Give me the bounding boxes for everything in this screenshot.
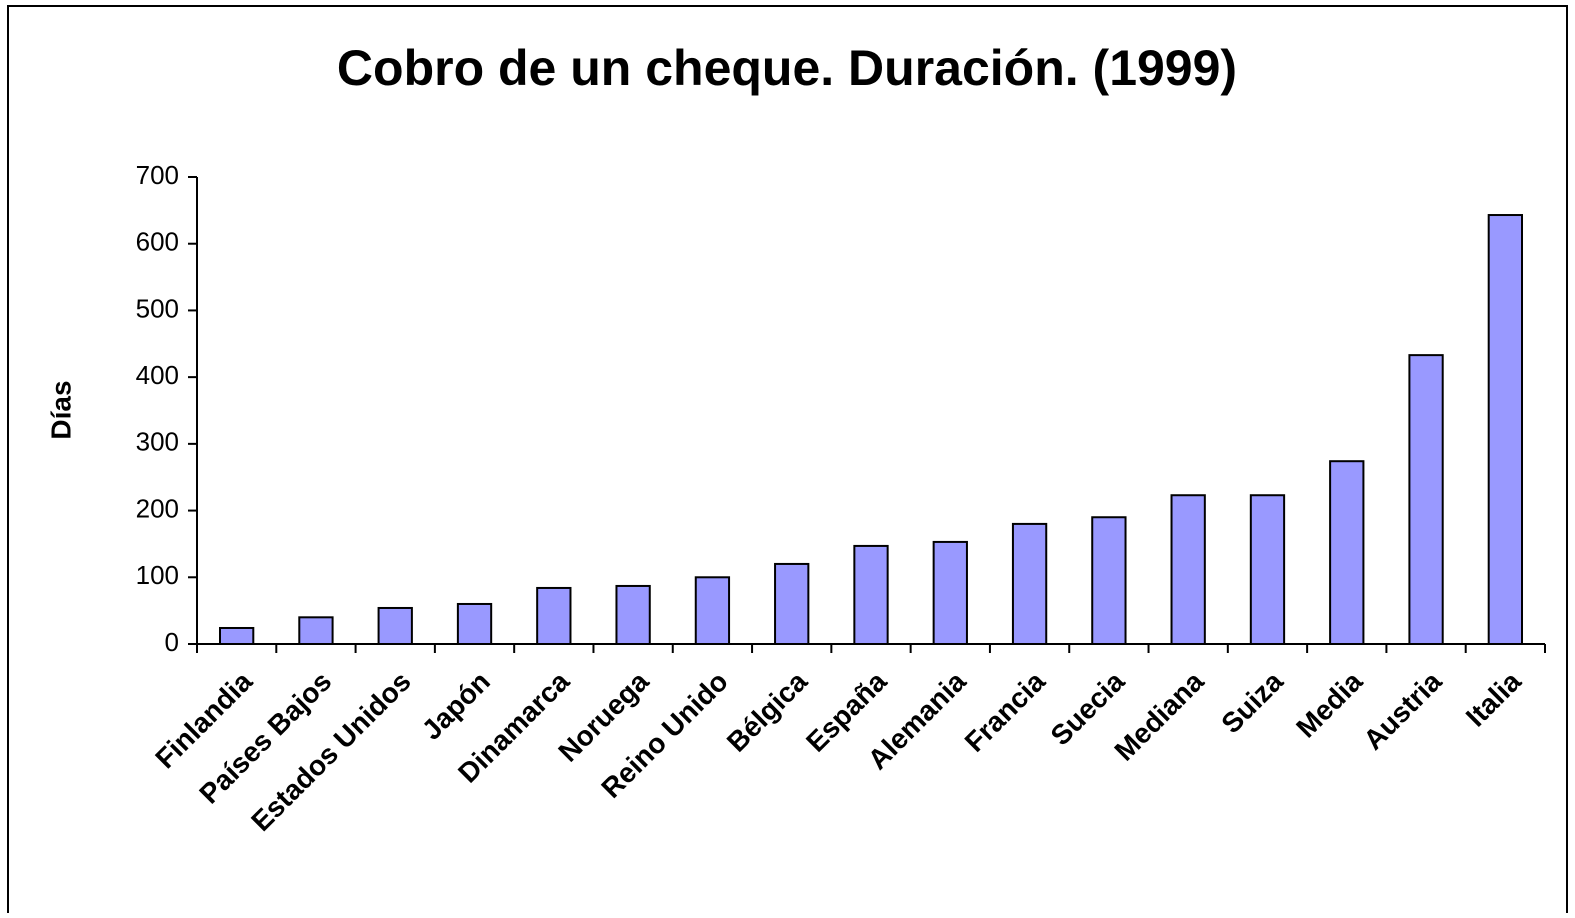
chart-title: Cobro de un cheque. Duración. (1999) — [337, 40, 1237, 96]
bar — [456, 602, 493, 646]
bar — [218, 626, 255, 646]
y-tick-label: 600 — [136, 227, 179, 257]
bar — [853, 544, 889, 645]
bar — [1487, 214, 1524, 646]
y-tick-label: 100 — [136, 560, 179, 590]
y-tick-label: 500 — [136, 293, 179, 323]
bar — [694, 576, 731, 645]
y-tick-label: 0 — [165, 627, 179, 657]
bar — [932, 540, 968, 645]
bar — [536, 586, 572, 646]
bar — [1170, 494, 1206, 645]
y-tick-label: 200 — [136, 493, 179, 523]
y-tick-label: 700 — [136, 160, 179, 190]
y-tick-label: 400 — [136, 360, 179, 390]
bar — [1011, 522, 1048, 646]
bar — [377, 606, 413, 646]
bar — [1249, 494, 1286, 645]
bar — [298, 616, 334, 645]
bar — [1329, 460, 1365, 645]
bar — [774, 562, 810, 646]
bar — [615, 584, 651, 645]
chart-frame — [7, 5, 1568, 918]
y-tick-label: 300 — [136, 427, 179, 457]
bar — [1091, 516, 1127, 645]
y-axis-label: Días — [45, 380, 76, 439]
bar — [1408, 354, 1444, 645]
